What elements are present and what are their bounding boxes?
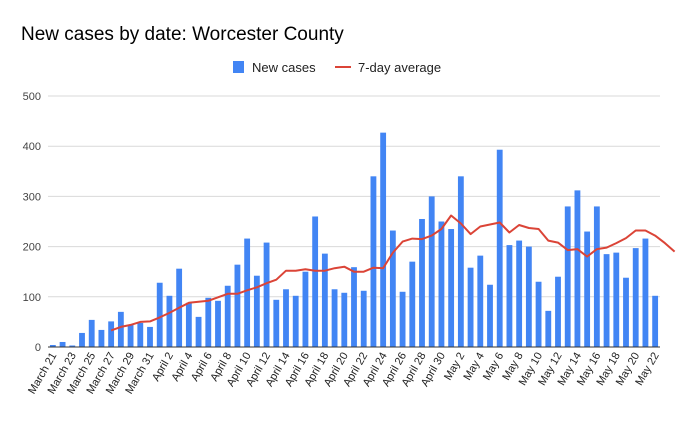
- legend: New cases 7-day average: [233, 60, 441, 75]
- bar: [380, 132, 387, 347]
- bar: [283, 289, 289, 347]
- bar: [244, 238, 251, 347]
- y-tick-label: 300: [23, 191, 41, 203]
- bar: [360, 290, 367, 347]
- bar: [79, 332, 85, 347]
- average-line: [110, 214, 676, 332]
- bar: [438, 221, 445, 347]
- y-tick-label: 200: [23, 242, 41, 254]
- bar: [399, 291, 406, 347]
- bar: [632, 248, 639, 347]
- bar: [525, 246, 532, 347]
- bar: [642, 238, 649, 347]
- bar: [127, 324, 134, 347]
- bar: [253, 275, 260, 347]
- bar: [224, 285, 231, 347]
- bar: [555, 276, 561, 347]
- bar: [428, 196, 435, 347]
- bar: [147, 326, 153, 347]
- bar: [545, 310, 552, 347]
- bar: [205, 297, 212, 347]
- bar: [185, 302, 192, 347]
- bar: [321, 253, 328, 347]
- chart-title: New cases by date: Worcester County: [21, 24, 344, 45]
- bar: [302, 271, 309, 347]
- bar: [409, 261, 416, 347]
- bar: [59, 341, 66, 347]
- bar: [496, 149, 503, 347]
- bar: [584, 231, 591, 347]
- bar: [351, 267, 357, 347]
- bar: [156, 282, 163, 347]
- bar: [195, 316, 202, 347]
- bar: [506, 245, 513, 347]
- bar: [69, 345, 76, 347]
- y-tick-label: 100: [23, 292, 41, 304]
- bar: [117, 311, 124, 347]
- bar: [613, 252, 620, 347]
- bar: [341, 292, 348, 347]
- bar: [108, 321, 115, 347]
- bar: [487, 284, 493, 347]
- bar: [292, 295, 299, 347]
- bar: [137, 322, 144, 347]
- series-line-7-day-average: [110, 214, 676, 332]
- y-tick-label: 0: [35, 342, 41, 354]
- bar: [370, 176, 377, 347]
- bar: [467, 267, 474, 347]
- bar: [273, 299, 280, 347]
- bar: [88, 319, 95, 347]
- bar: [98, 329, 105, 347]
- bar: [457, 176, 464, 347]
- bar: [593, 206, 600, 347]
- bar: [652, 295, 659, 347]
- legend-swatch-new-cases: [233, 61, 244, 73]
- bar: [564, 206, 571, 347]
- y-tick-label: 500: [23, 91, 41, 103]
- bar: [448, 229, 455, 347]
- bar: [419, 218, 425, 347]
- legend-label-7-day-average: 7-day average: [358, 60, 441, 75]
- bar: [49, 344, 56, 347]
- legend-label-new-cases: New cases: [252, 60, 316, 75]
- bars: [49, 132, 659, 347]
- bar: [574, 190, 581, 347]
- bar: [477, 255, 484, 347]
- bar: [215, 300, 221, 347]
- bar: [331, 289, 338, 347]
- bar: [263, 242, 270, 347]
- bar: [516, 240, 523, 347]
- bar: [234, 264, 241, 347]
- bar: [166, 295, 173, 347]
- bar: [603, 254, 610, 347]
- y-tick-label: 400: [23, 141, 41, 153]
- bar: [389, 230, 396, 347]
- bar: [535, 281, 542, 347]
- bar: [312, 216, 319, 347]
- gridlines: [48, 95, 660, 298]
- y-axis-ticks: 0 100 200 300 400 500: [23, 91, 41, 354]
- bar: [623, 277, 629, 347]
